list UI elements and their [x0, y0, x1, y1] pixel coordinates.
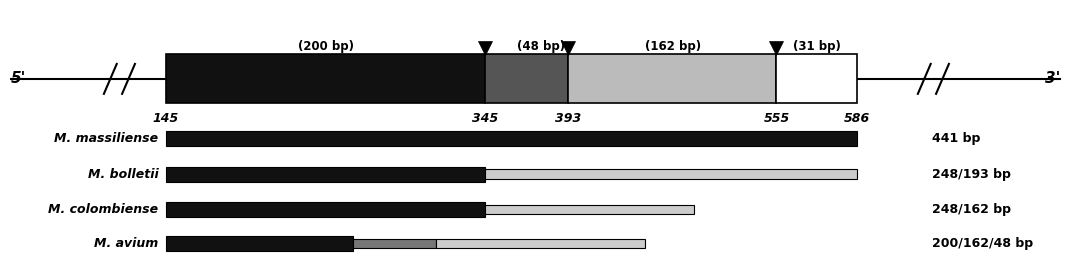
Text: (200 bp): (200 bp)	[298, 40, 353, 53]
Text: M. massiliense: M. massiliense	[55, 132, 159, 145]
Bar	[166, 202, 485, 217]
Text: M. bolletii: M. bolletii	[88, 168, 159, 181]
Text: M. avium: M. avium	[94, 237, 159, 250]
Text: 393: 393	[555, 112, 580, 125]
Text: (48 bp): (48 bp)	[517, 40, 564, 53]
Text: 441 bp: 441 bp	[932, 132, 980, 145]
Bar	[485, 169, 857, 179]
Bar	[776, 54, 857, 103]
Bar	[485, 54, 568, 103]
Text: 3': 3'	[1045, 71, 1060, 86]
Text: (31 bp): (31 bp)	[794, 40, 841, 53]
Text: 586: 586	[844, 112, 870, 125]
Text: 145: 145	[153, 112, 179, 125]
Text: M. colombiense: M. colombiense	[48, 203, 159, 216]
Text: 248/162 bp: 248/162 bp	[932, 203, 1011, 216]
Bar	[166, 54, 485, 103]
Bar	[353, 239, 436, 248]
Text: 200/162/48 bp: 200/162/48 bp	[932, 237, 1032, 250]
Text: (162 bp): (162 bp)	[645, 40, 700, 53]
Bar	[166, 166, 485, 182]
Bar	[485, 205, 694, 214]
Bar	[166, 236, 353, 251]
Bar	[436, 239, 645, 248]
Text: 5': 5'	[11, 71, 26, 86]
Bar	[166, 131, 857, 146]
Text: 345: 345	[472, 112, 498, 125]
Text: 555: 555	[764, 112, 789, 125]
Text: 248/193 bp: 248/193 bp	[932, 168, 1011, 181]
Bar	[568, 54, 776, 103]
